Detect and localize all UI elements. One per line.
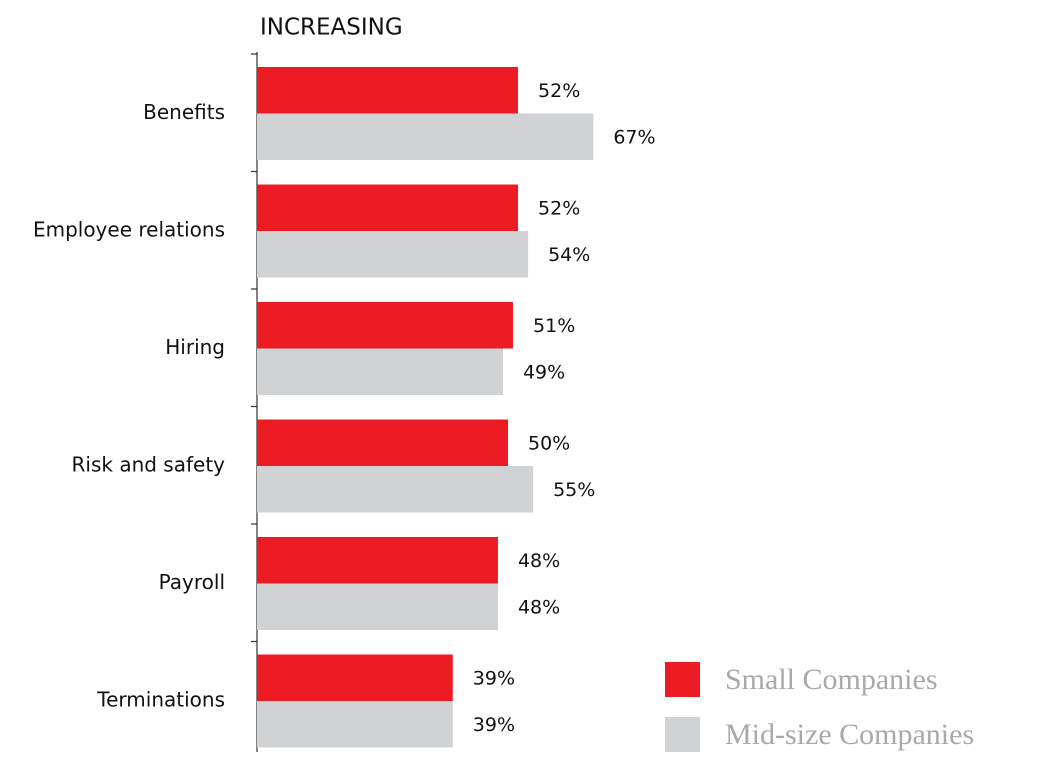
value-label: 51%: [533, 315, 575, 337]
bar: [257, 184, 519, 231]
bar: [257, 302, 514, 349]
bar: [257, 419, 508, 466]
bar: [257, 113, 594, 160]
bar: [257, 701, 453, 748]
value-label: 50%: [528, 432, 570, 454]
bar: [257, 348, 503, 395]
category-label: Terminations: [96, 688, 225, 712]
chart-title: INCREASING: [260, 15, 403, 41]
value-label: 52%: [538, 197, 580, 219]
category-label: Payroll: [159, 570, 225, 594]
legend-swatch: [665, 662, 700, 697]
value-label: 52%: [538, 80, 580, 102]
legend-swatch: [665, 717, 700, 752]
category-label: Employee relations: [33, 218, 225, 242]
legend-label: Small Companies: [725, 663, 938, 696]
bar: [257, 583, 498, 630]
category-label: Hiring: [165, 335, 225, 359]
value-label: 48%: [518, 596, 560, 618]
value-label: 54%: [548, 244, 590, 266]
value-label: 39%: [473, 667, 515, 689]
category-label: Benefits: [143, 100, 225, 124]
legend-label: Mid-size Companies: [725, 718, 974, 751]
value-label: 67%: [613, 126, 655, 148]
value-label: 55%: [553, 479, 595, 501]
category-label: Risk and safety: [72, 453, 226, 477]
bar: [257, 537, 498, 584]
bar: [257, 654, 453, 701]
bar: [257, 231, 529, 278]
value-label: 48%: [518, 550, 560, 572]
value-label: 39%: [473, 714, 515, 736]
bar: [257, 466, 534, 513]
bar: [257, 67, 519, 114]
value-label: 49%: [523, 361, 565, 383]
